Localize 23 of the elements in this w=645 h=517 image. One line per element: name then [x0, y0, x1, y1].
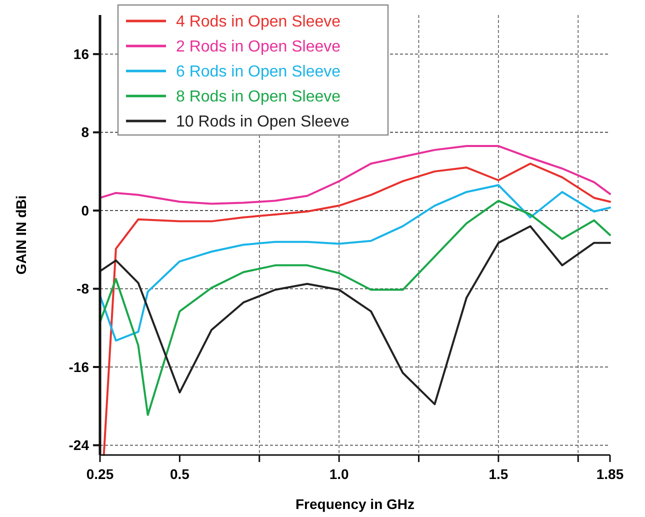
x-tick-label: 0.5 — [170, 466, 190, 482]
x-axis-title: Frequency in GHz — [295, 496, 415, 512]
y-tick-label: 16 — [73, 46, 90, 62]
legend-label: 10 Rods in Open Sleeve — [176, 114, 350, 131]
line-series — [99, 184, 611, 342]
x-tick-label: 0.25 — [86, 466, 114, 482]
y-tick-label: -16 — [68, 358, 90, 375]
y-tick-label: 8 — [81, 124, 90, 140]
legend-label: 4 Rods in Open Sleeve — [176, 14, 341, 31]
legend-label: 2 Rods in Open Sleeve — [176, 38, 341, 56]
legend-label: 8 Rods in Open Sleeve — [176, 88, 341, 106]
x-tick-label: 1.85 — [596, 466, 624, 482]
line-series — [99, 200, 611, 416]
y-tick-label: -24 — [68, 437, 90, 454]
x-tick-label: 1.5 — [488, 466, 508, 482]
line-series — [102, 162, 611, 456]
legend-label: 6 Rods in Open Sleeve — [176, 64, 341, 81]
line-series — [99, 145, 611, 205]
line-series — [99, 225, 611, 406]
x-tick-label: 1.0 — [329, 466, 350, 482]
y-axis-title: GAIN IN dBi — [13, 195, 29, 275]
y-tick-label: -8 — [76, 280, 90, 297]
y-tick-label: 0 — [81, 202, 90, 218]
